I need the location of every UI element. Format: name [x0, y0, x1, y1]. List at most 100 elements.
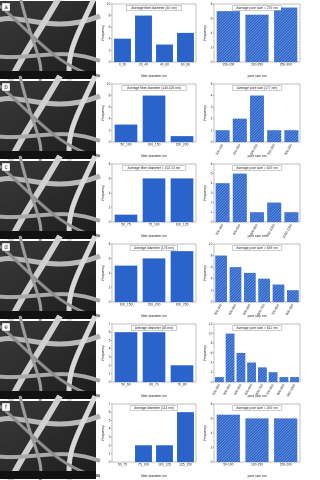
- bar: [170, 365, 194, 383]
- y-tick-label: 4: [109, 117, 111, 121]
- x-tick-label: 700-800: [271, 303, 281, 316]
- title-box: [232, 325, 282, 331]
- x-tick-label: 100-150: [215, 143, 225, 156]
- y-tick-label: 0: [211, 220, 213, 224]
- y-axis-label: Frequency: [203, 265, 207, 281]
- bar: [244, 272, 256, 303]
- title-box: [126, 5, 182, 11]
- title-box: [130, 245, 178, 251]
- y-tick-label: 6: [109, 25, 111, 29]
- panel-label-box: [1, 242, 11, 252]
- x-tick-label: 0_20: [119, 62, 127, 66]
- bar: [177, 412, 195, 463]
- y-tick-label: 4: [109, 191, 111, 195]
- x-tick-label: 75_100: [148, 222, 159, 226]
- y-tick-label: 8: [109, 93, 111, 97]
- x-tick-label: 700-800: [265, 383, 275, 396]
- y-tick-label: 2: [109, 443, 111, 447]
- y-tick-label: 2: [109, 363, 111, 367]
- x-tick-label: 200-300: [211, 383, 221, 396]
- y-axis-label: Frequency: [203, 425, 207, 441]
- y-tick-label: 8: [211, 341, 213, 345]
- plot-frame: [213, 243, 301, 303]
- sem-image: [0, 0, 100, 81]
- x-tick-label: 50_100: [120, 142, 131, 146]
- y-tick-label: 1: [109, 452, 111, 456]
- y-tick-label: 4: [211, 93, 213, 97]
- panel-label: f: [5, 405, 7, 411]
- x-tick-label: 400-500: [233, 383, 243, 396]
- sem-image: [0, 396, 100, 480]
- y-tick-label: 3: [109, 435, 111, 439]
- bar: [142, 332, 166, 383]
- bar: [135, 15, 153, 63]
- x-tick-label: 800-900: [285, 303, 295, 316]
- x-tick-label: 300-350: [284, 143, 294, 156]
- x-axis-label: pore size nm: [248, 74, 267, 78]
- title-box: [122, 165, 186, 171]
- y-tick-label: 4: [211, 431, 213, 435]
- title-box: [121, 85, 187, 91]
- y-tick-label: 6: [109, 105, 111, 109]
- bar: [114, 332, 138, 383]
- x-tick-label: 150-200: [222, 62, 234, 66]
- y-tick-label: 1: [211, 210, 213, 214]
- panel-label: b: [4, 85, 8, 91]
- chart-title: Average diameter (83 nm): [135, 326, 173, 330]
- x-tick-label: 100_150: [120, 302, 133, 306]
- y-tick-label: 6: [109, 176, 111, 180]
- y-tick-label: 2: [109, 48, 111, 52]
- plot-frame: [111, 3, 197, 63]
- x-tick-label: 50_60: [121, 382, 130, 386]
- bar: [135, 445, 153, 463]
- x-tick-label: 40_60: [160, 62, 169, 66]
- y-axis-label: Frequency: [203, 105, 207, 121]
- bar: [114, 265, 138, 303]
- bar: [214, 377, 224, 383]
- title-box: [232, 165, 282, 171]
- y-tick-label: 4: [109, 271, 111, 275]
- x-tick-label: 200-250: [251, 62, 263, 66]
- y-tick-label: 0: [109, 60, 111, 64]
- y-tick-label: 2: [211, 201, 213, 205]
- title-box: [232, 5, 282, 11]
- y-tick-label: 6: [211, 162, 213, 166]
- bar: [267, 130, 282, 143]
- x-axis-label: pore size nm: [248, 394, 267, 398]
- y-axis-label: Frequency: [101, 345, 105, 361]
- chart-title: Average diameter (113 nm): [134, 406, 174, 410]
- x-tick-label: 100-150: [251, 462, 263, 466]
- title-box: [131, 325, 177, 331]
- x-tick-label: 300-400: [213, 303, 223, 316]
- x-tick-label: 125_150: [179, 462, 192, 466]
- x-tick-label: 400-600: [232, 223, 242, 236]
- plot-frame: [111, 403, 197, 463]
- chart-title: Average pore size = 270 nm: [236, 6, 278, 10]
- y-tick-label: 1: [109, 372, 111, 376]
- y-tick-label: 8: [211, 253, 213, 257]
- bar: [245, 418, 269, 463]
- x-tick-label: 250-300: [266, 143, 276, 156]
- x-tick-label: 600-800: [249, 223, 259, 236]
- x-tick-label: 800-900: [276, 383, 286, 396]
- y-tick-label: 3: [109, 355, 111, 359]
- y-tick-label: 4: [109, 427, 111, 431]
- y-axis-label: Frequency: [203, 345, 207, 361]
- bar: [232, 118, 247, 143]
- y-axis-label: Frequency: [101, 425, 105, 441]
- bar: [229, 267, 242, 303]
- bar: [250, 212, 264, 223]
- bar: [142, 258, 166, 303]
- y-tick-label: 8: [211, 402, 213, 406]
- bar: [236, 352, 246, 383]
- y-tick-label: 4: [211, 31, 213, 35]
- bar: [258, 278, 270, 303]
- y-tick-label: 8: [109, 13, 111, 17]
- bar: [290, 377, 300, 383]
- x-tick-label: 70_80: [177, 382, 186, 386]
- y-tick-label: 5: [109, 418, 111, 422]
- y-tick-label: 2: [211, 45, 213, 49]
- panel-label-box: [1, 82, 11, 92]
- y-tick-label: 3: [211, 105, 213, 109]
- y-tick-label: 5: [211, 172, 213, 176]
